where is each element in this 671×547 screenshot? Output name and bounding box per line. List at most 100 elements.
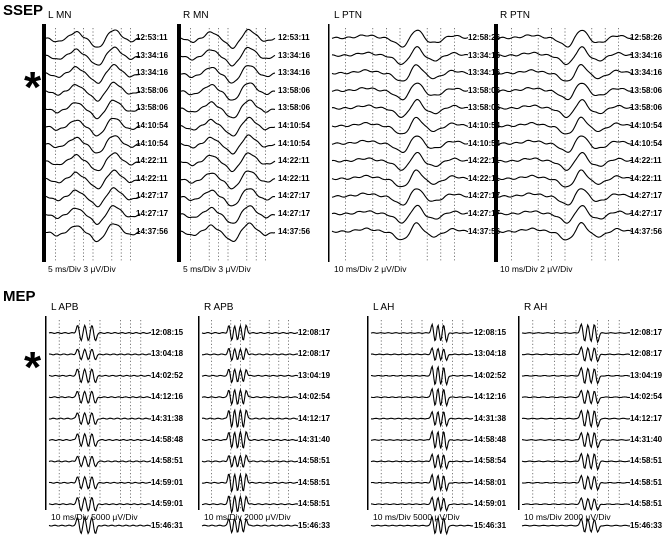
trace-timestamp: 13:34:16 (468, 68, 501, 78)
trace-line (45, 99, 141, 120)
panel-title: R PTN (500, 10, 530, 21)
trace-timestamp: 14:58:51 (630, 499, 663, 509)
trace-timestamp: 14:27:17 (278, 209, 311, 218)
trace-timestamp: 14:10:54 (468, 121, 501, 130)
trace-line (45, 187, 141, 208)
trace-line (181, 170, 276, 190)
trace-timestamp: 14:37:56 (278, 226, 311, 236)
trace-timestamp: 12:08:17 (298, 349, 331, 359)
trace-line (370, 322, 474, 344)
trace-timestamp: 13:58:06 (136, 85, 169, 95)
trace-line (521, 408, 631, 429)
trace-line (521, 452, 630, 471)
trace-line (331, 222, 469, 241)
trace-line (180, 28, 276, 49)
trace-line (497, 135, 633, 153)
trace-line (331, 169, 469, 188)
trace-line (371, 495, 474, 513)
trace-line (46, 223, 141, 243)
trace-timestamp: 14:27:17 (136, 191, 169, 201)
trace-timestamp: 12:58:26 (630, 33, 663, 42)
trace-line (48, 432, 152, 448)
trace-line (181, 65, 276, 84)
trace-line (180, 116, 276, 137)
trace-timestamp: 14:22:11 (136, 173, 168, 183)
trace-timestamp: 12:58:26 (468, 33, 501, 42)
trace-timestamp: 14:37:56 (136, 226, 169, 236)
trace-line (521, 389, 631, 405)
trace-timestamp: 14:58:48 (474, 435, 507, 444)
trace-timestamp: 14:12:16 (474, 392, 507, 402)
trace-timestamp: 14:02:54 (630, 392, 663, 402)
trace-line (331, 46, 469, 65)
trace-timestamp: 12:08:15 (474, 328, 507, 337)
trace-line (48, 367, 152, 384)
trace-timestamp: 14:27:17 (630, 209, 663, 218)
trace-line (497, 205, 633, 224)
trace-line (48, 516, 152, 535)
trace-timestamp: 14:59:01 (151, 499, 184, 509)
trace-line (180, 152, 276, 173)
trace-timestamp: 13:34:16 (278, 50, 311, 60)
trace-line (201, 323, 299, 342)
panel-title: R AH (524, 302, 548, 313)
trace-timestamp: 13:58:06 (468, 103, 501, 113)
trace-line (497, 188, 633, 206)
trace-line (497, 116, 633, 135)
trace-timestamp: 13:58:06 (468, 85, 501, 95)
plot-frame-bar (45, 316, 47, 510)
mep-panel-l-ah: L AH 12:08:15 13:04:18 14:02:52 14:12:16 14:3… (367, 300, 518, 540)
trace-line (201, 408, 299, 429)
trace-timestamp: 13:34:16 (630, 50, 663, 60)
trace-timestamp: 14:22:11 (630, 156, 662, 166)
trace-line (331, 64, 469, 82)
trace-line (331, 204, 469, 224)
trace-line (180, 82, 276, 101)
trace-timestamp: 14:37:56 (468, 226, 501, 236)
trace-line (497, 46, 633, 66)
trace-line (497, 29, 633, 48)
trace-line (370, 452, 474, 471)
trace-timestamp: 13:34:16 (278, 68, 311, 78)
trace-timestamp: 13:04:18 (474, 349, 507, 359)
scale-label: 5 ms/Div 3 μV/Div (183, 264, 251, 274)
trace-line (201, 367, 299, 384)
mep-panel-r-ah: R AH 12:08:17 12:08:17 13:04:19 14:02:54 14:1… (518, 300, 671, 540)
trace-line (180, 46, 276, 67)
trace-line (521, 517, 630, 534)
trace-timestamp: 12:53:11 (136, 33, 168, 42)
trace-line (180, 188, 276, 207)
trace-line (48, 411, 152, 426)
scale-label: 10 ms/Div 2000 μV/Div (524, 512, 611, 522)
trace-line (45, 63, 141, 84)
scale-label: 10 ms/Div 2000 μV/Div (204, 512, 291, 522)
trace-timestamp: 13:04:18 (151, 349, 184, 359)
trace-timestamp: 15:46:31 (151, 520, 184, 530)
trace-line (497, 222, 633, 241)
panel-title: L APB (51, 302, 79, 313)
mep-panel-l-apb: L APB 12:08:15 13:04:18 14:02:52 14:12:16 14:… (45, 300, 195, 540)
trace-line (46, 117, 141, 137)
trace-timestamp: 14:31:40 (630, 435, 663, 444)
ssep-change-marker: * (24, 63, 42, 112)
trace-line (497, 169, 633, 188)
trace-line (180, 205, 276, 224)
waveform-plot (367, 316, 474, 536)
trace-line (180, 99, 276, 119)
panel-title: L MN (48, 10, 72, 21)
trace-line (45, 29, 141, 48)
trace-timestamp: 14:10:54 (136, 138, 169, 148)
trace-timestamp: 13:58:06 (278, 103, 311, 113)
trace-timestamp: 15:46:31 (474, 520, 507, 530)
trace-line (48, 475, 152, 490)
trace-timestamp: 14:02:52 (151, 370, 184, 380)
trace-line (331, 188, 469, 206)
trace-line (331, 135, 469, 153)
trace-timestamp: 13:34:16 (630, 68, 663, 78)
mep-change-marker: * (24, 343, 42, 392)
waveform-plot (494, 24, 633, 262)
trace-timestamp: 14:27:17 (278, 191, 311, 201)
trace-timestamp: 14:59:01 (474, 499, 507, 509)
trace-line (370, 346, 474, 362)
trace-timestamp: 14:22:11 (630, 173, 662, 183)
